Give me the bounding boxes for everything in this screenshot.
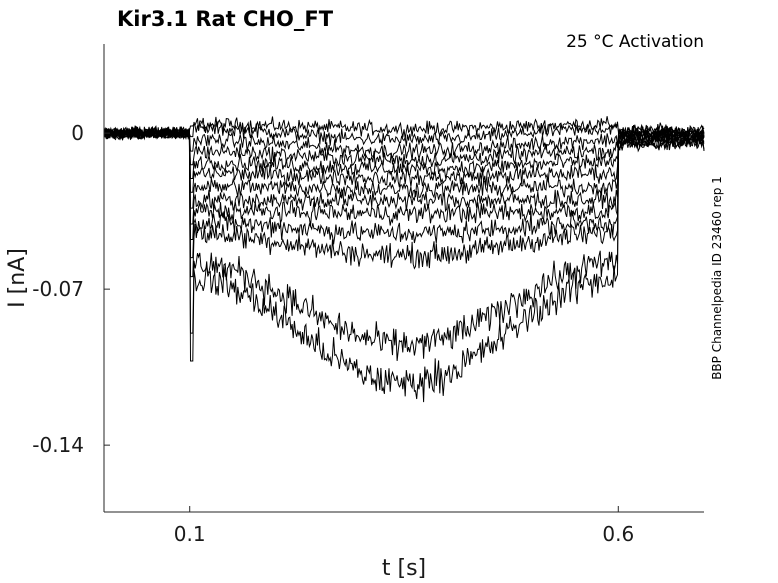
current-trace — [103, 126, 705, 225]
current-trace — [103, 126, 705, 240]
x-tick-label: 0.6 — [602, 522, 634, 546]
y-tick-label: -0.14 — [32, 433, 84, 457]
current-trace — [103, 125, 705, 161]
current-trace — [103, 125, 705, 193]
current-trace — [103, 125, 705, 169]
current-trace — [103, 121, 705, 147]
current-trace — [103, 128, 705, 361]
x-tick-label: 0.1 — [174, 522, 206, 546]
y-tick-label: -0.07 — [32, 277, 84, 301]
y-axis-label: I [nA] — [5, 248, 30, 308]
current-trace — [103, 126, 705, 180]
current-trace — [103, 126, 705, 278]
y-tick-label: 0 — [71, 121, 84, 145]
x-ticks: 0.1 0.6 — [174, 506, 634, 546]
traces — [103, 116, 705, 403]
x-axis-label: t [s] — [382, 556, 426, 581]
y-ticks: 0 -0.07 -0.14 — [32, 121, 110, 457]
current-trace — [103, 125, 705, 209]
current-trace — [103, 126, 705, 259]
chart-title: Kir3.1 Rat CHO_FT — [117, 7, 334, 31]
current-trace — [103, 126, 705, 403]
dataset-id-label: BBP Channelpedia ID 23460 rep 1 — [710, 176, 724, 380]
condition-annotation: 25 °C Activation — [566, 32, 704, 52]
